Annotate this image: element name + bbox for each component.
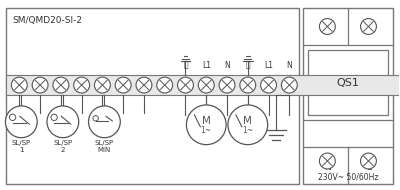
Text: L: L [366, 163, 371, 172]
Text: MIN: MIN [98, 147, 111, 153]
Circle shape [178, 77, 194, 93]
Circle shape [115, 77, 131, 93]
Circle shape [240, 77, 256, 93]
Text: ⏚: ⏚ [246, 61, 250, 70]
Circle shape [360, 153, 376, 169]
Text: N: N [286, 61, 292, 70]
Text: M: M [202, 116, 211, 126]
Circle shape [198, 77, 214, 93]
Circle shape [10, 114, 16, 120]
Text: 1~: 1~ [201, 126, 212, 135]
Text: 1~: 1~ [242, 126, 253, 135]
Text: L1: L1 [264, 61, 273, 70]
Circle shape [261, 77, 276, 93]
Circle shape [47, 106, 79, 138]
Text: 230V~ 50/60Hz: 230V~ 50/60Hz [318, 173, 378, 182]
Circle shape [32, 77, 48, 93]
Text: SL/SP: SL/SP [53, 140, 72, 146]
Circle shape [136, 77, 152, 93]
Circle shape [282, 77, 297, 93]
Bar [6, 75, 400, 95]
Circle shape [320, 19, 335, 34]
Circle shape [93, 116, 98, 121]
Circle shape [94, 77, 110, 93]
Text: M: M [243, 116, 252, 126]
Text: N: N [224, 61, 230, 70]
Text: 1: 1 [19, 147, 24, 153]
Circle shape [228, 105, 268, 145]
Text: SL/SP: SL/SP [95, 140, 114, 146]
Text: 2: 2 [61, 147, 65, 153]
Circle shape [320, 153, 335, 169]
Circle shape [88, 106, 120, 138]
Text: ⏚: ⏚ [183, 61, 188, 70]
Circle shape [219, 77, 235, 93]
Text: N: N [324, 163, 331, 172]
Bar [308, 50, 388, 115]
Circle shape [11, 77, 27, 93]
Circle shape [360, 19, 376, 34]
Text: L1: L1 [202, 61, 211, 70]
Circle shape [74, 77, 90, 93]
Circle shape [51, 114, 57, 120]
Text: SM/QMD20-SI-2: SM/QMD20-SI-2 [12, 16, 82, 25]
Bar [6, 8, 299, 184]
Text: QS1: QS1 [336, 78, 359, 88]
Circle shape [157, 77, 173, 93]
Circle shape [53, 77, 69, 93]
Circle shape [6, 106, 37, 138]
Bar [303, 8, 392, 184]
Circle shape [186, 105, 226, 145]
Text: SL/SP: SL/SP [12, 140, 31, 146]
